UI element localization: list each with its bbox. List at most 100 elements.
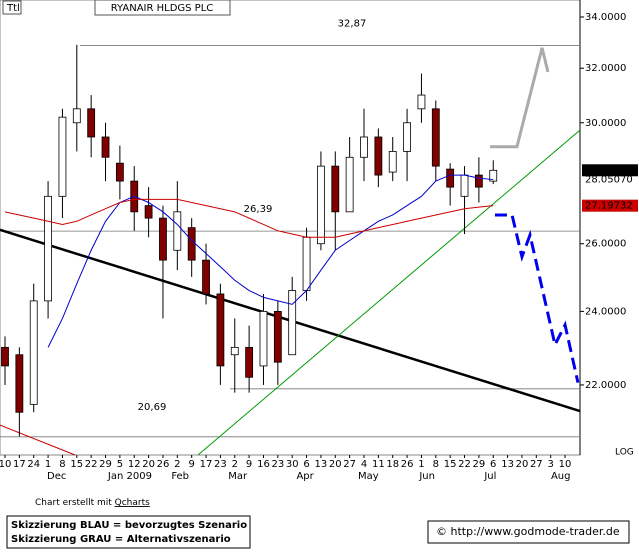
credit: Chart erstellt mit Qcharts — [35, 498, 150, 508]
level-label: 26,39 — [244, 204, 273, 215]
moving-average — [4, 198, 494, 238]
x-tick-label: 12 — [128, 459, 141, 470]
month-label: Mar — [228, 471, 248, 482]
y-tick-label: 24.0000 — [585, 306, 626, 317]
candle-body — [331, 165, 340, 213]
candle-body — [173, 211, 182, 251]
x-tick-label: 9 — [188, 459, 194, 470]
x-tick-label: 10 — [559, 459, 572, 470]
candle-body — [159, 217, 167, 261]
x-tick-label: 5 — [117, 459, 123, 470]
x-tick-label: 11 — [372, 459, 385, 470]
x-tick-label: 1 — [45, 459, 51, 470]
candle-body — [202, 259, 210, 295]
candle-body — [216, 293, 225, 367]
candle-body — [72, 108, 81, 124]
y-tick-label: 34.0000 — [585, 12, 626, 23]
legend-line: Skizzierung GRAU = Alternativszenario — [11, 534, 231, 545]
x-tick-label: 22 — [85, 459, 98, 470]
x-tick-label: 20 — [329, 459, 342, 470]
x-tick-label: 10 — [0, 459, 11, 470]
x-tick-label: 15 — [444, 459, 457, 470]
moving-average — [47, 174, 494, 348]
x-tick-label: 29 — [473, 459, 486, 470]
x-tick-label: 2 — [232, 459, 238, 470]
copyright[interactable]: © http://www.godmode-trader.de — [436, 525, 620, 538]
x-tick-label: 8 — [433, 459, 439, 470]
tag: Ttl — [6, 3, 20, 14]
candle-body — [245, 346, 254, 378]
x-tick-label: 6 — [303, 459, 309, 470]
scenario-path — [489, 47, 550, 149]
copyright-box — [427, 520, 630, 544]
x-tick-label: 18 — [386, 459, 399, 470]
x-tick-label: 22 — [458, 459, 471, 470]
value-box-label: 28.05070 — [585, 175, 633, 186]
x-tick-label: 20 — [142, 459, 155, 470]
tag-box — [2, 0, 22, 15]
candle-body — [360, 136, 368, 158]
x-tick-label: 6 — [490, 459, 496, 470]
candle-body — [115, 162, 124, 182]
month-label: Apr — [296, 471, 314, 482]
credit-text: Chart erstellt mit — [35, 498, 115, 508]
month-label: Feb — [171, 471, 189, 482]
y-tick-label: 32.0000 — [585, 63, 626, 74]
value-box-label: 27.19732 — [585, 201, 633, 212]
candle-body — [446, 168, 455, 188]
candle-body — [101, 136, 110, 158]
month-label: Jun — [418, 471, 435, 482]
x-tick-label: 23 — [214, 459, 227, 470]
candle-body — [460, 174, 469, 197]
x-tick-label: 30 — [286, 459, 299, 470]
legend-box — [6, 515, 251, 549]
month-label: Aug — [551, 471, 571, 482]
candle-body — [230, 346, 239, 356]
x-tick-label: 26 — [157, 459, 170, 470]
candle-body — [302, 236, 311, 291]
candle-body — [1, 346, 9, 367]
y-tick-label: 22.0000 — [585, 380, 626, 391]
x-tick-label: 23 — [271, 459, 284, 470]
month-label: Jul — [483, 471, 496, 482]
scenario-path — [494, 213, 580, 383]
value-box — [582, 173, 638, 186]
candle-body — [144, 205, 153, 219]
x-tick-label: 1 — [418, 459, 424, 470]
x-tick-label: 8 — [59, 459, 65, 470]
candle-body — [388, 151, 397, 173]
value-box — [582, 164, 638, 177]
value-box — [582, 199, 638, 212]
x-tick-label: 17 — [200, 459, 213, 470]
value-box-label: 28.3600 — [585, 165, 626, 176]
candle-body — [403, 122, 411, 152]
candle-body — [44, 195, 52, 302]
x-tick-label: 20 — [516, 459, 529, 470]
candle-body — [259, 310, 268, 367]
candle-body — [288, 290, 297, 356]
level-label: 32,87 — [338, 19, 367, 30]
candle-body — [187, 227, 196, 261]
x-tick-label: 27 — [343, 459, 356, 470]
x-tick-label: 13 — [501, 459, 514, 470]
month-label: Jan 2009 — [107, 471, 152, 482]
x-tick-label: 15 — [70, 459, 83, 470]
x-tick-label: 3 — [547, 459, 553, 470]
candle-body — [431, 108, 440, 167]
y-tick-label: 30.0000 — [585, 118, 626, 129]
credit-link[interactable]: Qcharts — [115, 498, 150, 508]
candle-body — [29, 300, 38, 405]
trend-line — [197, 129, 581, 456]
title-box — [94, 0, 231, 16]
x-tick-label: 24 — [27, 459, 40, 470]
x-tick-label: 17 — [13, 459, 26, 470]
x-tick-label: 27 — [530, 459, 543, 470]
x-tick-label: 4 — [361, 459, 367, 470]
month-label: Dec — [47, 471, 66, 482]
legend-line: Skizzierung BLAU = bevorzugtes Szenario — [11, 520, 247, 531]
y-tick-label: 26.0000 — [585, 239, 626, 250]
candle-body — [417, 94, 426, 110]
candle-body — [58, 116, 67, 197]
x-tick-label: 2 — [174, 459, 180, 470]
